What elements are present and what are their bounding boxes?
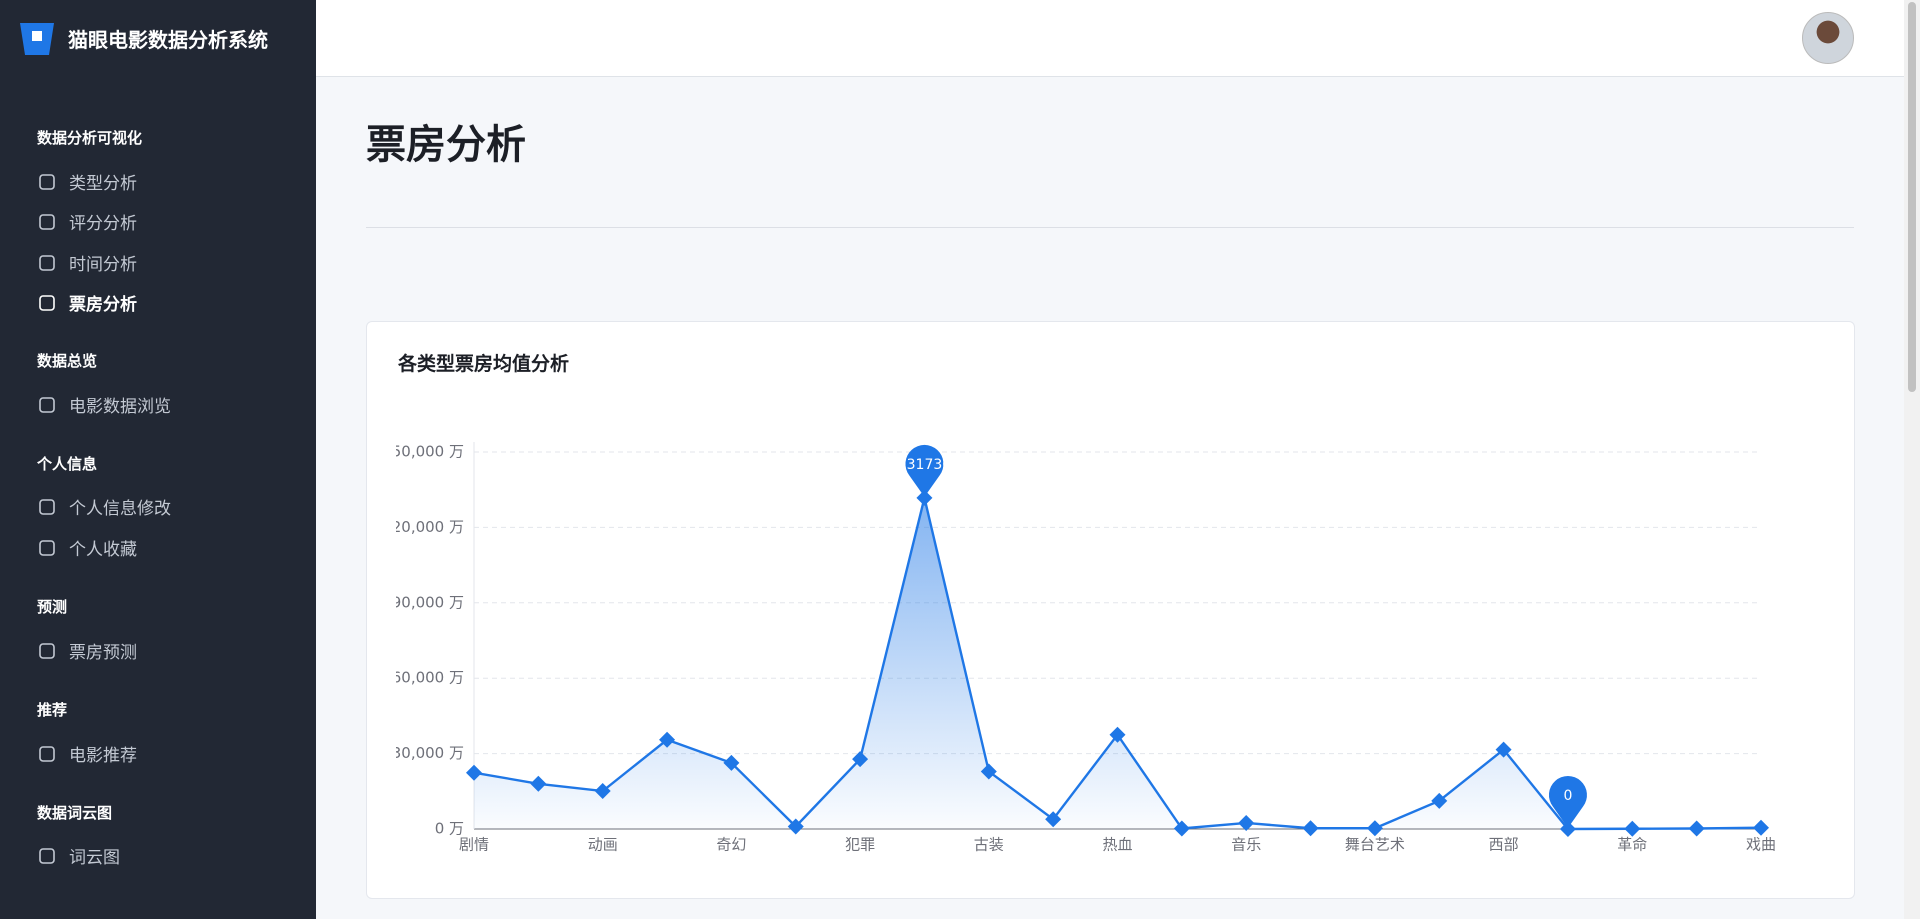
mark-label: 0 xyxy=(1563,788,1572,804)
brand-name: 猫眼电影数据分析系统 xyxy=(68,27,268,52)
x-tick-label: 舞台艺术 xyxy=(1345,836,1405,854)
mark-pin xyxy=(905,444,944,497)
point xyxy=(466,764,482,781)
menu-section: 个人信息 xyxy=(37,455,98,473)
y-tick-label: 90,000 万 xyxy=(396,593,464,611)
menu-icon xyxy=(39,745,55,762)
point xyxy=(1559,821,1576,837)
point xyxy=(980,763,997,780)
menu-icon xyxy=(39,294,55,311)
menu-item[interactable]: 个人收藏 xyxy=(37,535,137,560)
menu-item[interactable]: 票房分析 xyxy=(37,290,137,315)
chart-card: 各类型票房均值分析 0 万 30,000 万 60,000 万 90,000 万 120… xyxy=(366,321,1855,899)
menu-label: 票房预测 xyxy=(69,643,137,663)
menu-label: 个人信息修改 xyxy=(69,499,171,519)
menu-section: 数据分析可视化 xyxy=(37,129,143,147)
menu-item[interactable]: 票房预测 xyxy=(37,638,137,663)
menu-item[interactable]: 类型分析 xyxy=(37,169,137,194)
y-tick-label: 30,000 万 xyxy=(396,744,464,762)
y-tick-label: 150,000 万 xyxy=(396,443,464,461)
point xyxy=(1431,792,1448,809)
logo xyxy=(20,23,54,55)
point xyxy=(594,783,611,800)
point xyxy=(1109,726,1126,743)
mark-pin xyxy=(1548,776,1587,828)
point xyxy=(1302,820,1319,837)
page-title: 票房分析 xyxy=(366,122,526,168)
mark-label: 131730 xyxy=(898,457,951,473)
point xyxy=(852,751,869,768)
top-bar xyxy=(316,0,1904,77)
point xyxy=(723,754,740,771)
point xyxy=(916,489,933,506)
y-tick-label: 0 万 xyxy=(435,820,464,838)
point xyxy=(1624,820,1641,837)
menu-item[interactable]: 时间分析 xyxy=(37,250,137,275)
point xyxy=(530,775,547,792)
menu-label: 时间分析 xyxy=(69,255,137,275)
point xyxy=(1688,820,1705,837)
point xyxy=(1238,814,1255,831)
chart: 0 万 30,000 万 60,000 万 90,000 万 120,000 万 150,… xyxy=(396,442,1776,854)
menu-section: 数据词云图 xyxy=(37,804,113,822)
x-tick-label: 犯罪 xyxy=(845,836,875,854)
menu-item[interactable]: 个人信息修改 xyxy=(37,494,171,519)
x-tick-label: 古装 xyxy=(974,836,1004,854)
menu-item[interactable]: 电影推荐 xyxy=(37,741,137,766)
x-tick-label: 奇幻 xyxy=(716,836,746,854)
scroll-thumb[interactable] xyxy=(1908,2,1916,392)
menu-item[interactable]: 电影数据浏览 xyxy=(37,392,171,417)
x-tick-label: 戏曲 xyxy=(1746,836,1776,854)
menu-icon xyxy=(39,254,55,271)
point xyxy=(659,731,676,748)
chart-title: 各类型票房均值分析 xyxy=(398,353,570,375)
menu-label: 票房分析 xyxy=(69,295,137,315)
menu-icon xyxy=(39,173,55,190)
y-tick-label: 120,000 万 xyxy=(396,518,464,536)
x-tick-label: 西部 xyxy=(1489,836,1519,854)
x-tick-label: 热血 xyxy=(1102,836,1132,854)
menu-label: 电影数据浏览 xyxy=(69,397,171,417)
menu-section: 预测 xyxy=(37,598,68,616)
menu-icon xyxy=(39,847,55,864)
point xyxy=(787,818,804,835)
y-tick-label: 60,000 万 xyxy=(396,669,464,687)
x-tick-label: 音乐 xyxy=(1231,836,1261,854)
scrollbar[interactable] xyxy=(1904,0,1920,919)
menu-label: 类型分析 xyxy=(69,174,137,194)
menu-label: 评分分析 xyxy=(69,214,137,234)
x-tick-label: 剧情 xyxy=(459,836,489,854)
menu-item[interactable]: 词云图 xyxy=(37,843,120,868)
menu-label: 词云图 xyxy=(69,848,120,868)
avatar[interactable] xyxy=(1802,12,1854,64)
menu-icon xyxy=(39,539,55,556)
point xyxy=(1495,741,1512,758)
brand: 猫眼电影数据分析系统 xyxy=(18,18,268,58)
menu-label: 个人收藏 xyxy=(69,540,137,560)
menu-item[interactable]: 评分分析 xyxy=(37,209,137,234)
point xyxy=(1045,811,1062,828)
menu-icon xyxy=(39,642,55,659)
menu-icon xyxy=(39,213,55,230)
menu-icon xyxy=(39,498,55,515)
menu-label: 电影推荐 xyxy=(69,746,137,766)
menu-section: 推荐 xyxy=(37,701,68,719)
menu-section: 数据总览 xyxy=(37,352,98,370)
menu-icon xyxy=(39,396,55,413)
divider xyxy=(366,227,1854,228)
x-tick-label: 革命 xyxy=(1617,836,1647,854)
sidebar: 猫眼电影数据分析系统 数据分析可视化类型分析评分分析时间分析票房分析数据总览电影… xyxy=(0,0,316,919)
point xyxy=(1753,819,1769,836)
point xyxy=(1173,820,1190,837)
point xyxy=(1366,820,1383,837)
x-tick-label: 动画 xyxy=(588,836,618,854)
